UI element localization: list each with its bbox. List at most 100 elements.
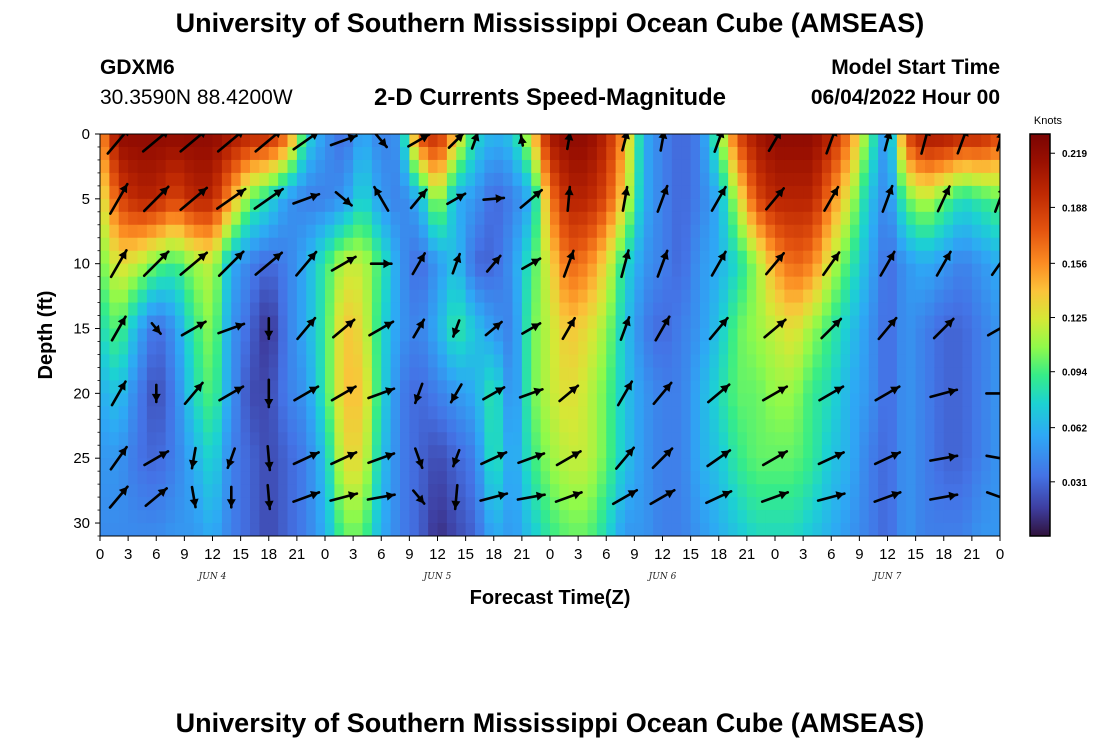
heatmap-cell <box>943 328 954 343</box>
heatmap-cell <box>784 250 795 265</box>
x-tick-label: 6 <box>602 546 610 563</box>
heatmap-cell <box>475 302 485 317</box>
heatmap-cell <box>109 134 120 148</box>
heatmap-cell <box>756 224 767 239</box>
heatmap-cell <box>278 185 289 200</box>
heatmap-cell <box>531 159 542 174</box>
heatmap-cell <box>915 419 926 433</box>
heatmap-cell <box>981 484 992 498</box>
heatmap-cell <box>531 134 542 148</box>
heatmap-cell <box>128 159 139 174</box>
heatmap-cell <box>746 393 757 407</box>
heatmap-cell <box>118 367 129 381</box>
heatmap-cell <box>878 367 889 381</box>
heatmap-cell <box>690 523 701 536</box>
heatmap-cell <box>437 471 448 485</box>
heatmap-cell <box>765 250 776 265</box>
heatmap-cell <box>362 263 373 278</box>
heatmap-cell <box>362 237 373 252</box>
heatmap-cell <box>681 198 692 213</box>
heatmap-cell <box>437 198 448 213</box>
heatmap-cell <box>803 380 814 394</box>
heatmap-cell <box>306 146 317 161</box>
heatmap-cell <box>343 393 354 407</box>
x-tick-label: 0 <box>96 546 104 563</box>
heatmap-cell <box>943 237 954 252</box>
heatmap-cell <box>465 354 476 369</box>
heatmap-cell <box>990 510 1000 524</box>
heatmap-cell <box>587 237 598 252</box>
heatmap-cell <box>709 134 720 148</box>
heatmap-cell <box>428 172 439 187</box>
heatmap-cell <box>934 237 945 252</box>
heatmap-cell <box>512 432 523 446</box>
heatmap-cell <box>240 211 251 226</box>
heatmap-cell <box>840 263 851 278</box>
heatmap-cell <box>643 341 654 356</box>
heatmap-cell <box>718 497 729 511</box>
heatmap-cell <box>306 302 317 317</box>
current-vector <box>564 185 574 212</box>
heatmap-cell <box>137 289 148 304</box>
heatmap-cell <box>868 198 879 213</box>
y-tick-label: 15 <box>73 321 90 338</box>
y-tick-label: 20 <box>73 385 90 402</box>
heatmap-cell <box>643 276 654 291</box>
heatmap-cell <box>812 497 823 511</box>
heatmap-cell <box>437 224 448 239</box>
heatmap-cell <box>287 185 298 200</box>
heatmap-cell <box>456 211 467 226</box>
heatmap-cell <box>981 393 992 407</box>
heatmap-cell <box>953 406 964 420</box>
heatmap-cell <box>690 484 701 498</box>
heatmap-cell <box>540 471 551 485</box>
heatmap-cell <box>268 263 279 278</box>
heatmap-cell <box>193 198 204 213</box>
heatmap-cell <box>428 393 439 407</box>
heatmap-cell <box>953 134 964 148</box>
heatmap-cell <box>915 458 926 472</box>
heatmap-cell <box>709 497 720 511</box>
heatmap-cell <box>700 497 710 511</box>
heatmap-cell <box>128 237 139 252</box>
heatmap-cell <box>118 497 129 511</box>
heatmap-cell <box>306 341 317 356</box>
heatmap-cell <box>971 224 982 239</box>
heatmap-cell <box>437 341 448 356</box>
heatmap-cell <box>484 289 495 304</box>
heatmap-cell <box>746 250 757 265</box>
heatmap-cell <box>925 458 935 472</box>
heatmap-cell <box>775 198 785 213</box>
heatmap-cell <box>146 458 157 472</box>
heatmap-cell <box>718 263 729 278</box>
heatmap-cell <box>109 146 120 161</box>
heatmap-cell <box>625 211 635 226</box>
heatmap-cell <box>400 393 410 407</box>
model-start-label: Model Start Time <box>831 56 1000 79</box>
heatmap-cell <box>634 237 645 252</box>
heatmap-cell <box>793 497 804 511</box>
heatmap-cell <box>681 354 692 369</box>
heatmap-cell <box>962 341 973 356</box>
current-vector <box>293 385 320 402</box>
heatmap-cell <box>803 510 814 524</box>
heatmap-cell <box>990 432 1000 446</box>
heatmap-cell <box>887 393 898 407</box>
heatmap-cell <box>887 263 898 278</box>
heatmap-cell <box>709 432 720 446</box>
heatmap-cell <box>437 419 448 433</box>
heatmap-cell <box>418 484 429 498</box>
heatmap-cell <box>353 354 364 369</box>
heatmap-cell <box>746 263 757 278</box>
heatmap-cell <box>418 458 429 472</box>
heatmap-cell <box>446 172 457 187</box>
heatmap-cell <box>325 134 335 148</box>
colorbar-gradient <box>1029 133 1051 537</box>
heatmap-cell <box>212 354 223 369</box>
heatmap-cell <box>540 484 551 498</box>
heatmap-cell <box>971 432 982 446</box>
heatmap-cell <box>512 134 523 148</box>
heatmap-cell <box>568 172 579 187</box>
heatmap-cell <box>418 367 429 381</box>
heatmap-cell <box>137 497 148 511</box>
